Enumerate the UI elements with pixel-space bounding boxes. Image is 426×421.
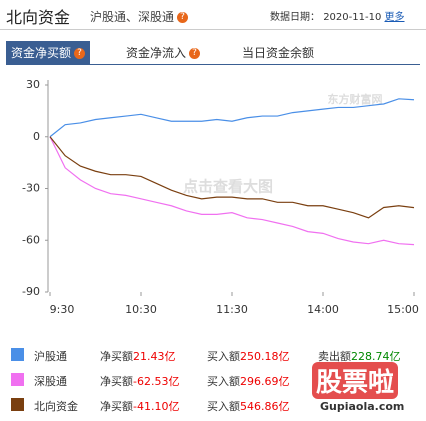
logo: 股票啦 xyxy=(312,362,399,399)
cell: 卖出额 xyxy=(318,350,351,363)
date-wrap: 数据日期： 2020-11-10 更多 xyxy=(270,8,405,23)
watermark: 点击查看大图 xyxy=(183,178,273,196)
y-tick-label: -60 xyxy=(22,233,40,246)
x-tick-label: 15:00 xyxy=(387,303,419,316)
cell: 228.74亿 xyxy=(351,350,401,363)
date: 2020-11-10 xyxy=(323,12,382,23)
legend-name: 北向资金 xyxy=(34,400,78,413)
cell: 21.43亿 xyxy=(133,350,176,363)
y-tick-label: 0 xyxy=(33,130,40,143)
cell: -41.10亿 xyxy=(133,400,180,413)
help-icon[interactable]: ? xyxy=(189,48,201,59)
tab-label: 资金净流入 xyxy=(126,46,187,60)
series-line xyxy=(49,136,415,219)
cell: 净买额 xyxy=(100,375,133,388)
divider xyxy=(0,29,426,30)
buy-amount: 买入额296.69亿 xyxy=(207,373,290,389)
cell: 买入额 xyxy=(207,400,240,413)
tab-active[interactable]: 资金净买额? xyxy=(6,41,91,64)
tab[interactable]: 资金净流入? xyxy=(126,44,201,61)
y-tick-label: -90 xyxy=(22,285,40,298)
buy-amount: 买入额250.18亿 xyxy=(207,348,290,364)
legend-name: 深股通 xyxy=(34,375,67,388)
cell: 净买额 xyxy=(100,400,133,413)
series-line xyxy=(49,98,415,138)
net-buy: 净买额-41.10亿 xyxy=(100,398,179,414)
cell: -62.53亿 xyxy=(133,375,180,388)
y-tick-label: -30 xyxy=(22,182,40,195)
legend-swatch xyxy=(11,398,24,411)
title: 北向资金 xyxy=(6,8,71,27)
sell-amount: 卖出额228.74亿 xyxy=(318,348,401,364)
x-tick-label: 9:30 xyxy=(50,303,75,316)
buy-amount: 买入额546.86亿 xyxy=(207,398,290,414)
x-tick-label: 14:00 xyxy=(307,303,339,316)
help-icon[interactable]: ? xyxy=(74,48,86,59)
legend-name: 沪股通 xyxy=(34,350,67,363)
more-link[interactable]: 更多 xyxy=(384,12,405,23)
x-tick-label: 10:30 xyxy=(125,303,157,316)
subtitle-wrap: 沪股通、深股通? xyxy=(90,8,189,25)
legend-swatch xyxy=(11,348,24,361)
net-buy: 净买额21.43亿 xyxy=(100,348,176,364)
y-tick-label: 30 xyxy=(26,78,40,91)
cell: 546.86亿 xyxy=(240,400,290,413)
chart: 点击查看大图 东方财富网 30 0 -30 -60 -90 9:30 10:30 11:30 1… xyxy=(22,78,419,316)
help-icon[interactable]: ? xyxy=(177,12,189,23)
tab-label: 资金净买额 xyxy=(11,46,72,60)
cell: 买入额 xyxy=(207,350,240,363)
tab[interactable]: 当日资金余额 xyxy=(242,46,315,60)
date-label: 数据日期： xyxy=(270,12,320,23)
cell: 250.18亿 xyxy=(240,350,290,363)
legend-swatch xyxy=(11,373,24,386)
cell: 296.69亿 xyxy=(240,375,290,388)
series-line xyxy=(49,136,415,246)
cell: 买入额 xyxy=(207,375,240,388)
source-mark: 东方财富网 xyxy=(328,92,383,106)
subtitle: 沪股通、深股通 xyxy=(90,10,175,24)
logo-url: Gupiaola.com xyxy=(320,400,405,413)
tab-underline xyxy=(6,64,420,65)
net-buy: 净买额-62.53亿 xyxy=(100,373,179,389)
cell: 净买额 xyxy=(100,350,133,363)
x-tick-label: 11:30 xyxy=(216,303,248,316)
